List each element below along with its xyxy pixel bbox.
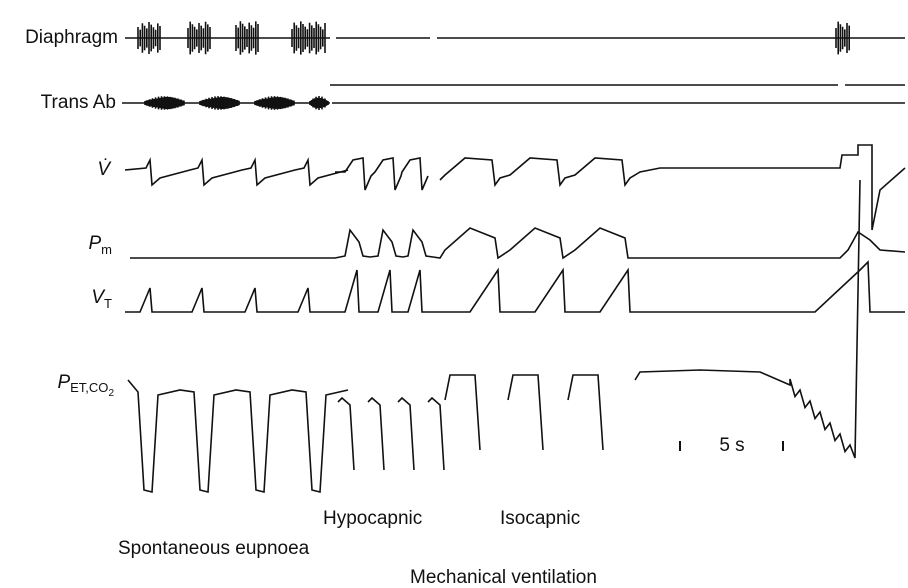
label-main: P [88,233,101,254]
label-sub: m [101,242,112,257]
label-sub: T [104,296,112,311]
flow-spontaneous [124,157,349,187]
annotation: Spontaneous eupnoea [118,538,310,559]
annotation: Hypocapnic [323,508,422,529]
diaphragm-bursts [137,21,850,55]
label-main: V [91,287,106,308]
trace-label: PET,CO2 [57,372,114,399]
scale-label: 5 s [719,435,744,456]
trace-label: Pm [88,233,112,257]
annotation: Mechanical ventilation [410,567,597,588]
label-main: P [57,372,70,393]
flow-mechanical [439,144,906,231]
trace-label: VT [91,287,112,311]
label-sub: ET,CO [70,380,108,395]
annotation: Isocapnic [500,508,580,529]
co2-spontaneous [127,379,349,494]
flow-hypocapnic [335,157,429,191]
co2-mechanical [337,374,604,471]
co2-end [634,179,861,459]
trace-label: Diaphragm [25,27,118,48]
transab-bursts [144,96,329,110]
label-subsub: 2 [108,388,114,399]
trace-label: Trans Ab [41,92,116,113]
trace-label: V̇ [97,159,112,180]
pressure-trace [130,227,906,260]
volume-trace [125,260,905,313]
